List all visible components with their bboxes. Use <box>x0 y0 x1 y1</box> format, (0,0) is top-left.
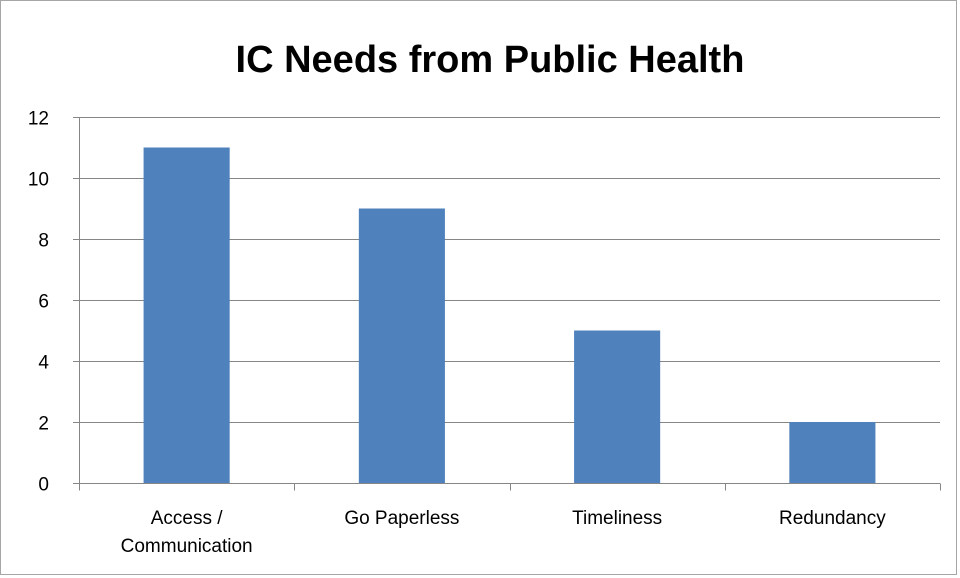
x-category-label-2: Timeliness <box>572 508 662 529</box>
x-category-label-2-line-0: Timeliness <box>572 508 662 529</box>
y-tick-label-4: 4 <box>38 353 49 374</box>
bar-0 <box>143 147 230 483</box>
chart-title: IC Needs from Public Health <box>236 39 745 81</box>
x-category-labels: Access / Communication Go Paperless Timelin… <box>121 508 887 557</box>
y-tick-label-12: 12 <box>28 109 49 130</box>
y-tick-label-8: 8 <box>38 231 49 252</box>
x-category-label-0-line-0: Access / <box>151 508 224 529</box>
y-tick-label-0: 0 <box>38 475 49 496</box>
bar-2 <box>574 330 661 483</box>
y-tick-label-10: 10 <box>28 170 49 191</box>
x-category-label-0: Access / Communication <box>121 508 253 557</box>
bars <box>143 147 876 483</box>
bar-1 <box>358 208 445 483</box>
x-category-label-1-line-0: Go Paperless <box>344 508 459 529</box>
y-tick-label-2: 2 <box>38 414 49 435</box>
y-tick-label-6: 6 <box>38 292 49 313</box>
x-category-label-3-line-0: Redundancy <box>779 508 886 529</box>
x-category-label-3: Redundancy <box>779 508 886 529</box>
bar-3 <box>789 422 876 483</box>
y-tick-labels: 0 2 4 6 8 10 12 <box>28 109 50 496</box>
x-category-label-1: Go Paperless <box>344 508 459 529</box>
axes <box>73 117 941 491</box>
x-category-label-0-line-1: Communication <box>121 536 253 557</box>
